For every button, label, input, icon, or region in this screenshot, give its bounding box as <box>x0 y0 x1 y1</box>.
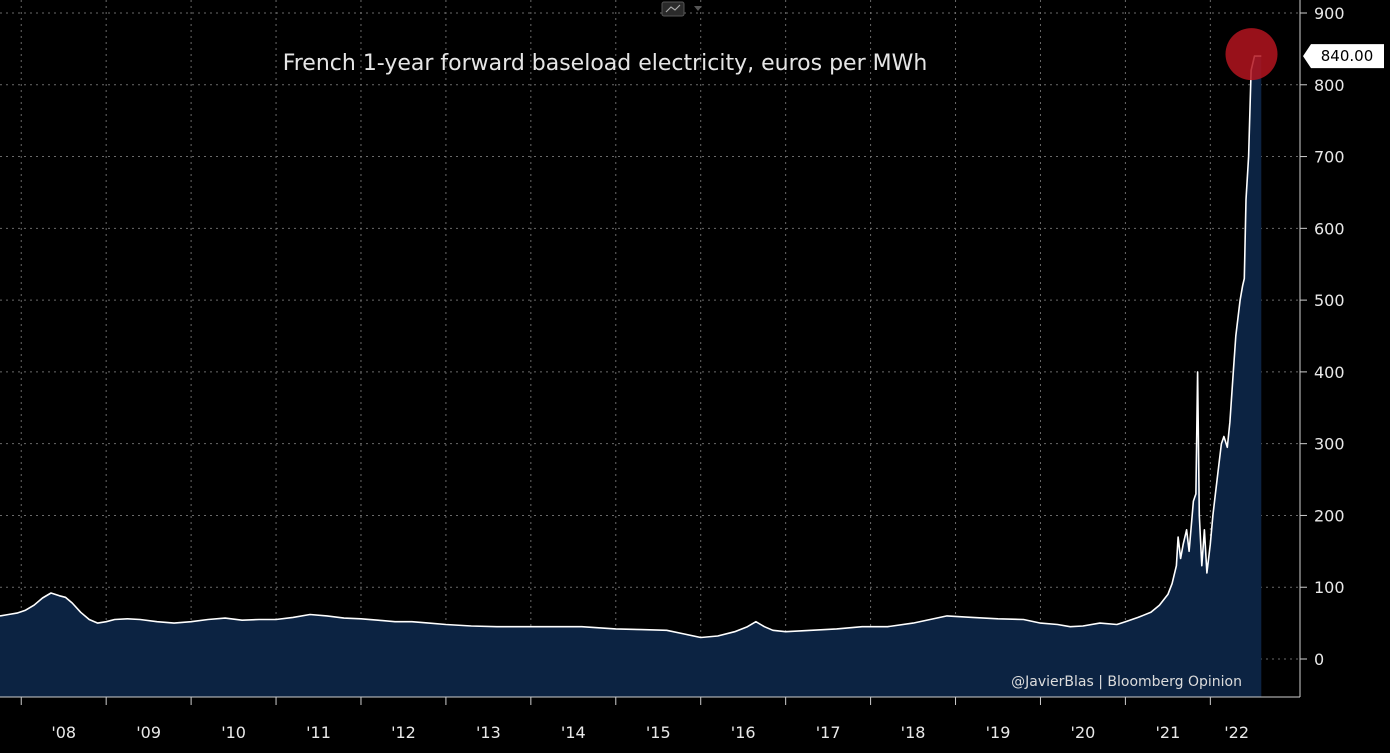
chevron-down-icon[interactable] <box>694 6 702 11</box>
x-tick-label: '18 <box>901 723 926 742</box>
x-tick-label: '14 <box>561 723 586 742</box>
x-tick-label: '15 <box>646 723 671 742</box>
y-axis: 0 100 200 300 400 500 600 700 800 900 <box>1300 4 1345 669</box>
x-tick-label: '09 <box>136 723 161 742</box>
y-tick-label: 800 <box>1314 76 1345 95</box>
x-tick-label: '22 <box>1224 723 1249 742</box>
x-tick-label: '17 <box>816 723 841 742</box>
peak-highlight-circle <box>1225 28 1278 81</box>
y-tick-label: 500 <box>1314 291 1345 310</box>
x-tick-label: '16 <box>731 723 756 742</box>
x-axis: '08 '09 '10 '11 '12 '13 '14 '15 '16 '17 '18 '19 '20 '… <box>20 697 1249 742</box>
y-tick-label: 700 <box>1314 148 1345 167</box>
x-tick-label: '10 <box>221 723 246 742</box>
x-tick-label: '11 <box>306 723 331 742</box>
last-value-badge: 840.00 <box>1303 44 1384 69</box>
series-line <box>0 55 1262 639</box>
y-tick-label: 400 <box>1314 363 1345 382</box>
grid <box>0 0 1300 697</box>
x-tick-label: '08 <box>51 723 76 742</box>
plot-area <box>0 55 1262 698</box>
chart-title: French 1-year forward baseload electrici… <box>283 51 928 76</box>
last-value-label: 840.00 <box>1321 47 1374 65</box>
x-tick-label: '21 <box>1155 723 1180 742</box>
chart-credit: @JavierBlas | Bloomberg Opinion <box>1011 674 1242 690</box>
x-tick-label: '13 <box>476 723 501 742</box>
y-tick-label: 300 <box>1314 435 1345 454</box>
x-tick-label: '20 <box>1071 723 1096 742</box>
chart-type-icon[interactable] <box>661 1 685 17</box>
y-tick-label: 900 <box>1314 4 1345 23</box>
y-tick-label: 0 <box>1314 650 1324 669</box>
y-tick-label: 200 <box>1314 506 1345 525</box>
series-area <box>0 56 1262 698</box>
x-tick-label: '12 <box>391 723 416 742</box>
x-tick-label: '19 <box>986 723 1011 742</box>
y-tick-label: 600 <box>1314 219 1345 238</box>
y-tick-label: 100 <box>1314 578 1345 597</box>
